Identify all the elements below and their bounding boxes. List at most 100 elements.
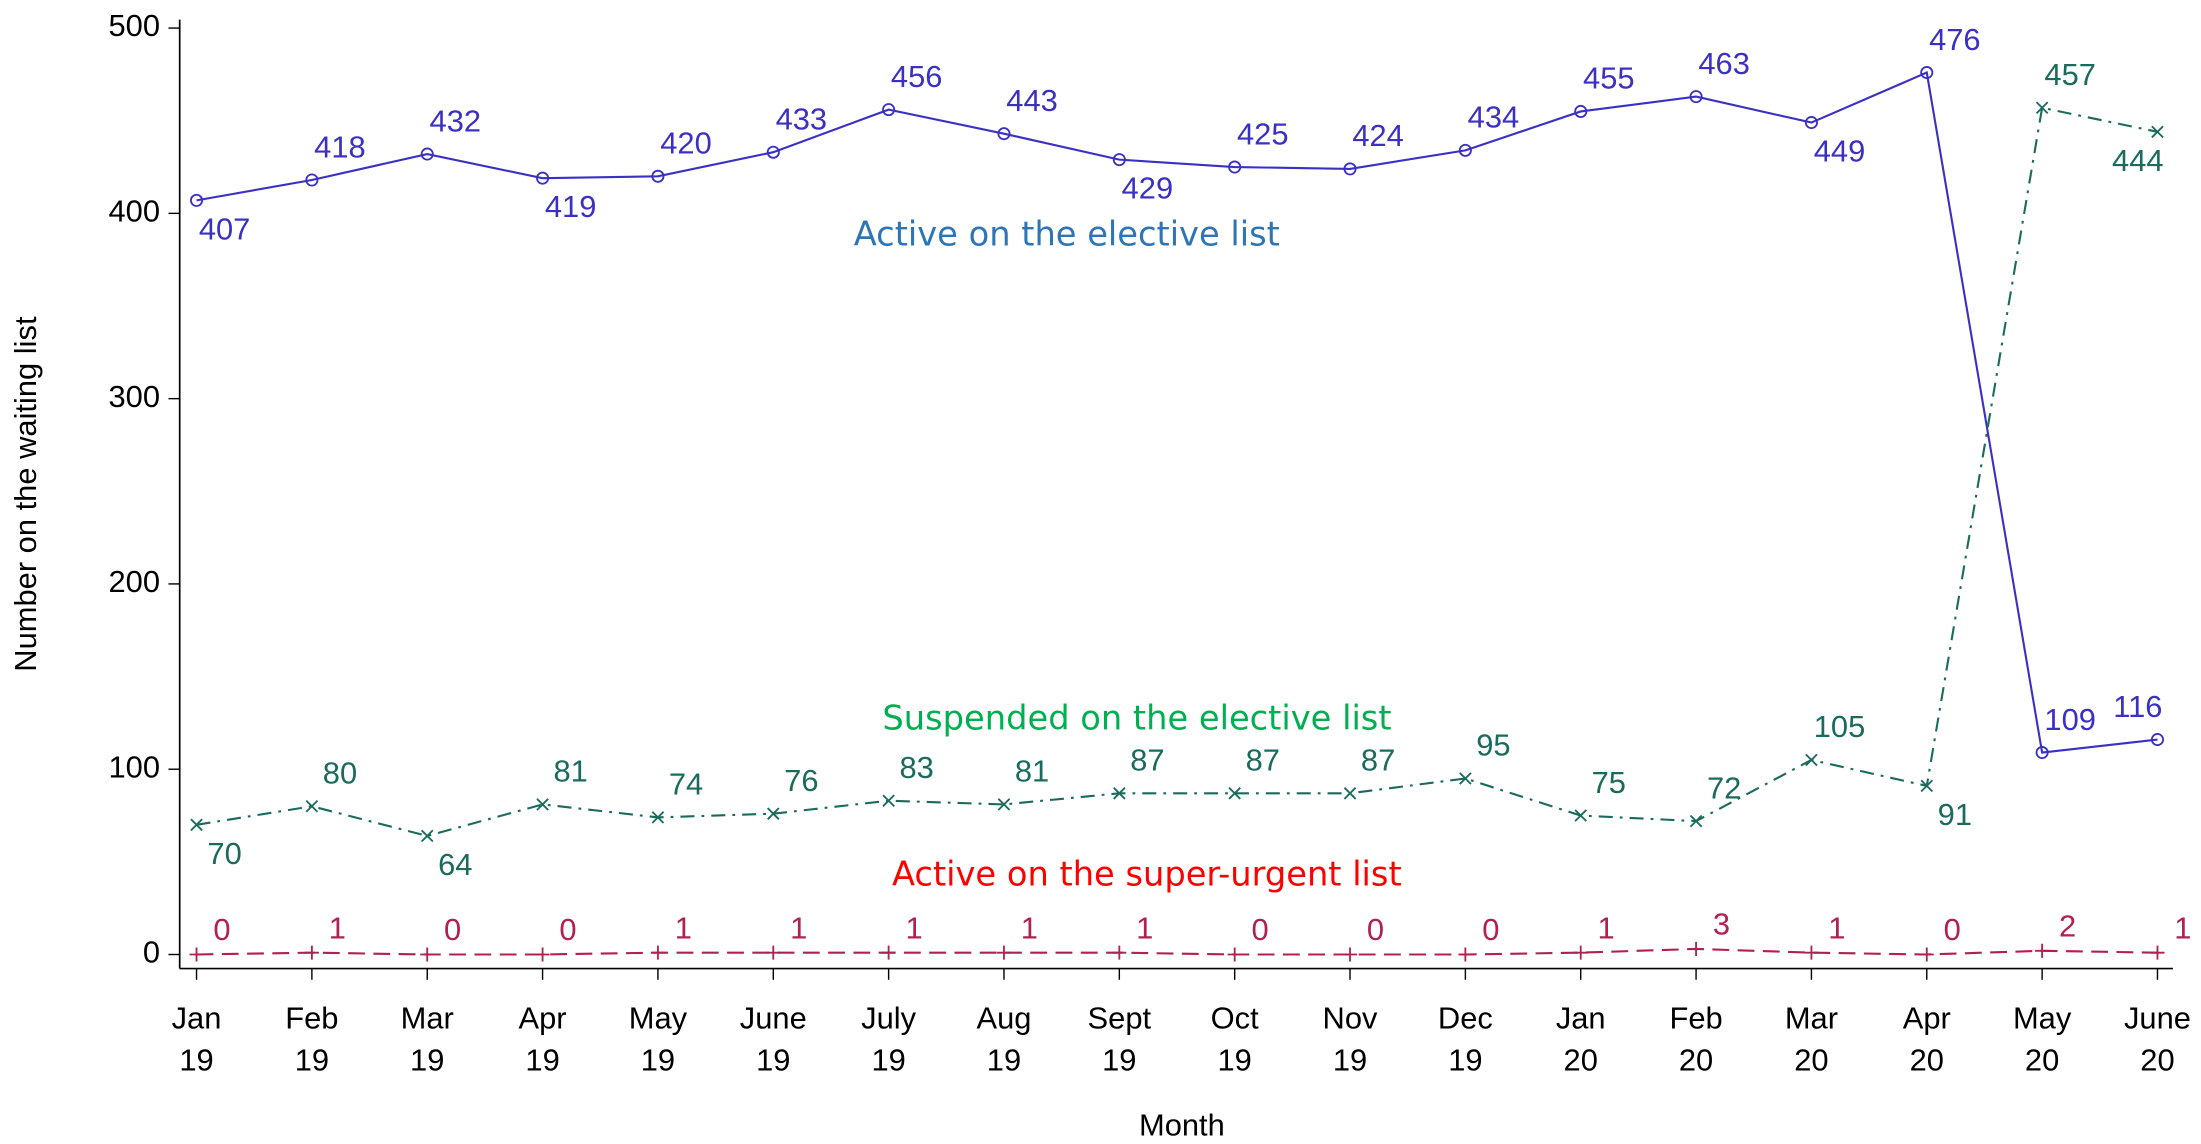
point [1112, 945, 1127, 960]
point [1804, 945, 1819, 960]
point [882, 794, 895, 807]
x-tick-label: Sept [1088, 1001, 1152, 1036]
x-tick-label: May [629, 1001, 688, 1036]
point [997, 127, 1011, 141]
point [1920, 66, 1934, 80]
point [881, 945, 896, 960]
data-label: 1 [1021, 910, 1038, 945]
x-tick-label: Dec [1438, 1001, 1493, 1036]
x-tick-label: 19 [871, 1043, 905, 1078]
point [536, 798, 549, 811]
x-tick-label: 19 [525, 1043, 559, 1078]
series-name: Active on the super-urgent list [892, 854, 1402, 893]
data-label: 83 [900, 750, 934, 785]
point [1112, 153, 1126, 167]
x-tick-label: Nov [1323, 1001, 1378, 1036]
data-label: 0 [559, 912, 576, 947]
data-label: 81 [1015, 754, 1049, 789]
point [1113, 787, 1126, 800]
series-name: Suspended on the elective list [882, 699, 1391, 738]
x-tick-label: Mar [401, 1001, 454, 1036]
data-label: 429 [1122, 171, 1174, 206]
x-tick-label: Jan [1556, 1001, 1606, 1036]
point [2035, 746, 2049, 760]
x-tick-label: May [2013, 1001, 2072, 1036]
point [1574, 809, 1587, 822]
point [1805, 753, 1818, 767]
x-tick-label: Feb [1669, 1001, 1722, 1036]
point [1689, 90, 1703, 104]
x-tick-label: 19 [295, 1043, 329, 1078]
point [651, 811, 665, 824]
y-tick-label: 500 [109, 8, 161, 43]
data-label: 105 [1814, 709, 1866, 744]
data-label: 87 [1130, 743, 1164, 778]
data-label: 91 [1938, 797, 1972, 832]
data-label: 432 [430, 103, 482, 138]
x-tick-label: Apr [519, 1001, 567, 1036]
data-label: 70 [207, 836, 241, 871]
series-line [196, 106, 2158, 838]
point [420, 947, 435, 962]
data-label: 424 [1352, 118, 1404, 153]
x-tick-label: 19 [987, 1043, 1021, 1078]
data-label: 418 [314, 129, 366, 164]
series-line [196, 71, 2158, 754]
x-tick-label: Apr [1903, 1001, 1951, 1036]
data-label: 74 [669, 767, 703, 802]
data-label: 425 [1237, 116, 1289, 151]
x-tick-label: 20 [2140, 1043, 2174, 1078]
point [1689, 814, 1703, 828]
data-label: 109 [2044, 702, 2096, 737]
point [1343, 162, 1357, 176]
data-label: 444 [2112, 143, 2164, 178]
data-label: 87 [1246, 743, 1280, 778]
x-tick-label: 19 [1333, 1043, 1367, 1078]
point [420, 147, 434, 161]
point [882, 103, 896, 117]
data-label: 116 [2113, 689, 2162, 724]
data-label: 0 [1944, 912, 1961, 947]
x-tick-label: 20 [1679, 1043, 1713, 1078]
series-name: Active on the elective list [854, 214, 1280, 253]
data-label: 1 [329, 910, 346, 945]
x-tick-label: 19 [179, 1043, 213, 1078]
point [1458, 947, 1473, 962]
point [766, 145, 780, 159]
data-label: 2 [2059, 908, 2076, 943]
data-label: 81 [553, 754, 587, 789]
data-label: 1 [1598, 910, 1615, 945]
point [767, 807, 780, 820]
x-tick-label: Jan [172, 1001, 222, 1036]
y-tick-label: 100 [109, 749, 161, 784]
point [1919, 947, 1934, 962]
data-label: 1 [1136, 910, 1153, 945]
data-label: 3 [1713, 907, 1730, 942]
point [651, 169, 665, 183]
data-label: 0 [1482, 912, 1499, 947]
point [536, 171, 550, 185]
x-tick-label: 19 [1218, 1043, 1252, 1078]
point [1343, 947, 1358, 962]
x-tick-label: 19 [1448, 1043, 1482, 1078]
point [190, 193, 204, 207]
point [766, 945, 781, 960]
x-tick-label: June [740, 1001, 807, 1036]
x-tick-label: July [861, 1001, 916, 1036]
y-tick-label: 300 [109, 379, 161, 414]
point [1920, 779, 1934, 793]
x-tick-label: Feb [285, 1001, 338, 1036]
point [304, 945, 319, 960]
point [1228, 787, 1241, 800]
point [2150, 945, 2165, 960]
y-tick-label: 0 [143, 935, 160, 970]
point [1343, 787, 1357, 800]
data-label: 420 [660, 126, 712, 161]
data-label: 433 [776, 101, 828, 136]
data-label: 449 [1814, 134, 1866, 169]
y-axis-label: Number on the waiting list [8, 316, 43, 672]
data-label: 1 [2174, 910, 2191, 945]
point [305, 173, 319, 187]
x-tick-label: 20 [2025, 1043, 2059, 1078]
